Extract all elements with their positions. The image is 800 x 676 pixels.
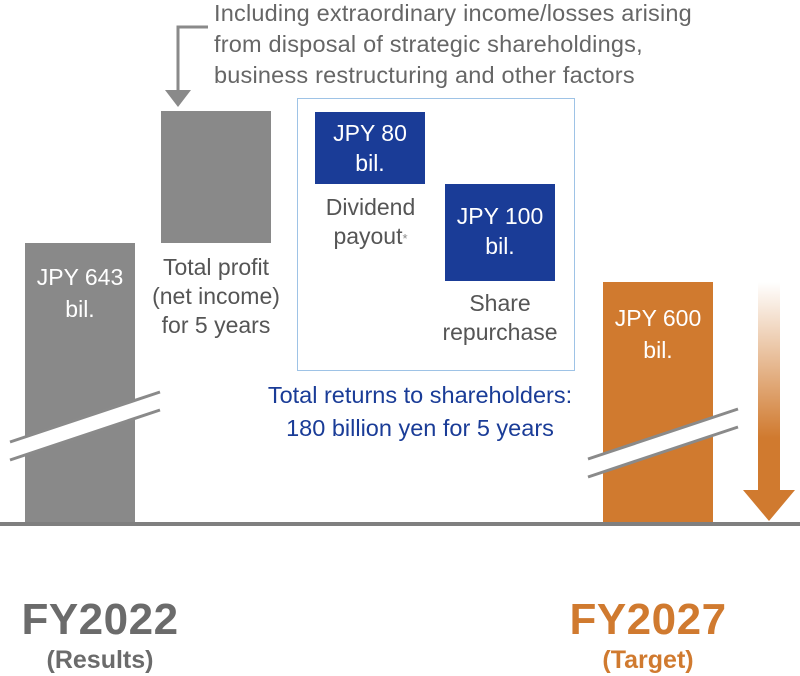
fy2022-value-line-1: JPY 643 xyxy=(36,264,124,290)
fy2027-value-line-1: JPY 600 xyxy=(614,305,702,331)
fy2022-year-label: FY2022 (Results) xyxy=(0,594,200,674)
fy2027-value: JPY 600 bil. xyxy=(603,302,713,366)
total-profit-bar xyxy=(161,111,271,243)
baseline xyxy=(0,522,800,526)
footnote-asterisk: * xyxy=(402,231,408,246)
dividend-label-line-2: payout xyxy=(333,223,403,249)
fy2022-bar: JPY 643 bil. xyxy=(25,243,135,524)
total-returns-label: Total returns to shareholders: 180 billi… xyxy=(200,379,640,445)
note-line-1: Including extraordinary income/losses ar… xyxy=(214,0,692,26)
dividend-amount-line-2: bil. xyxy=(355,150,385,176)
note-line-2: from disposal of strategic shareholdings… xyxy=(214,31,643,57)
fy2022-value: JPY 643 bil. xyxy=(25,261,135,325)
decrease-arrow-icon xyxy=(743,282,795,521)
repurchase-amount-box: JPY 100 bil. xyxy=(445,184,555,281)
fy2022-subtitle: (Results) xyxy=(46,646,154,674)
note-text: Including extraordinary income/losses ar… xyxy=(214,0,800,91)
repurchase-amount-line-1: JPY 100 xyxy=(456,203,544,229)
dividend-label-line-1: Dividend xyxy=(325,194,416,220)
total-returns-line-2: 180 billion yen for 5 years xyxy=(286,415,554,441)
total-profit-label: Total profit (net income) for 5 years xyxy=(140,253,292,340)
fy2027-value-line-2: bil. xyxy=(643,337,673,363)
fy2022-value-line-2: bil. xyxy=(65,296,95,322)
profit-label-line-3: for 5 years xyxy=(161,312,271,338)
profit-label-line-1: Total profit xyxy=(162,254,270,280)
dividend-label: Dividend payout* xyxy=(303,193,438,251)
repurchase-label: Share repurchase xyxy=(400,289,600,347)
note-pointer-arrow-icon xyxy=(165,25,208,107)
fy2027-subtitle: (Target) xyxy=(602,646,694,674)
profit-label-line-2: (net income) xyxy=(152,283,280,309)
note-line-3: business restructuring and other factors xyxy=(214,62,635,88)
fy2027-year-label: FY2027 (Target) xyxy=(548,594,748,674)
dividend-amount-box: JPY 80 bil. xyxy=(315,112,425,184)
repurchase-label-line-1: Share xyxy=(469,290,531,316)
fy2027-bar: JPY 600 bil. xyxy=(603,282,713,524)
repurchase-label-line-2: repurchase xyxy=(442,319,558,345)
fy2027-title: FY2027 xyxy=(569,595,727,644)
fy2022-title: FY2022 xyxy=(21,595,179,644)
total-returns-line-1: Total returns to shareholders: xyxy=(267,382,573,408)
dividend-amount-line-1: JPY 80 xyxy=(333,120,407,146)
repurchase-amount-line-2: bil. xyxy=(485,233,515,259)
shareholder-returns-box xyxy=(297,98,575,371)
